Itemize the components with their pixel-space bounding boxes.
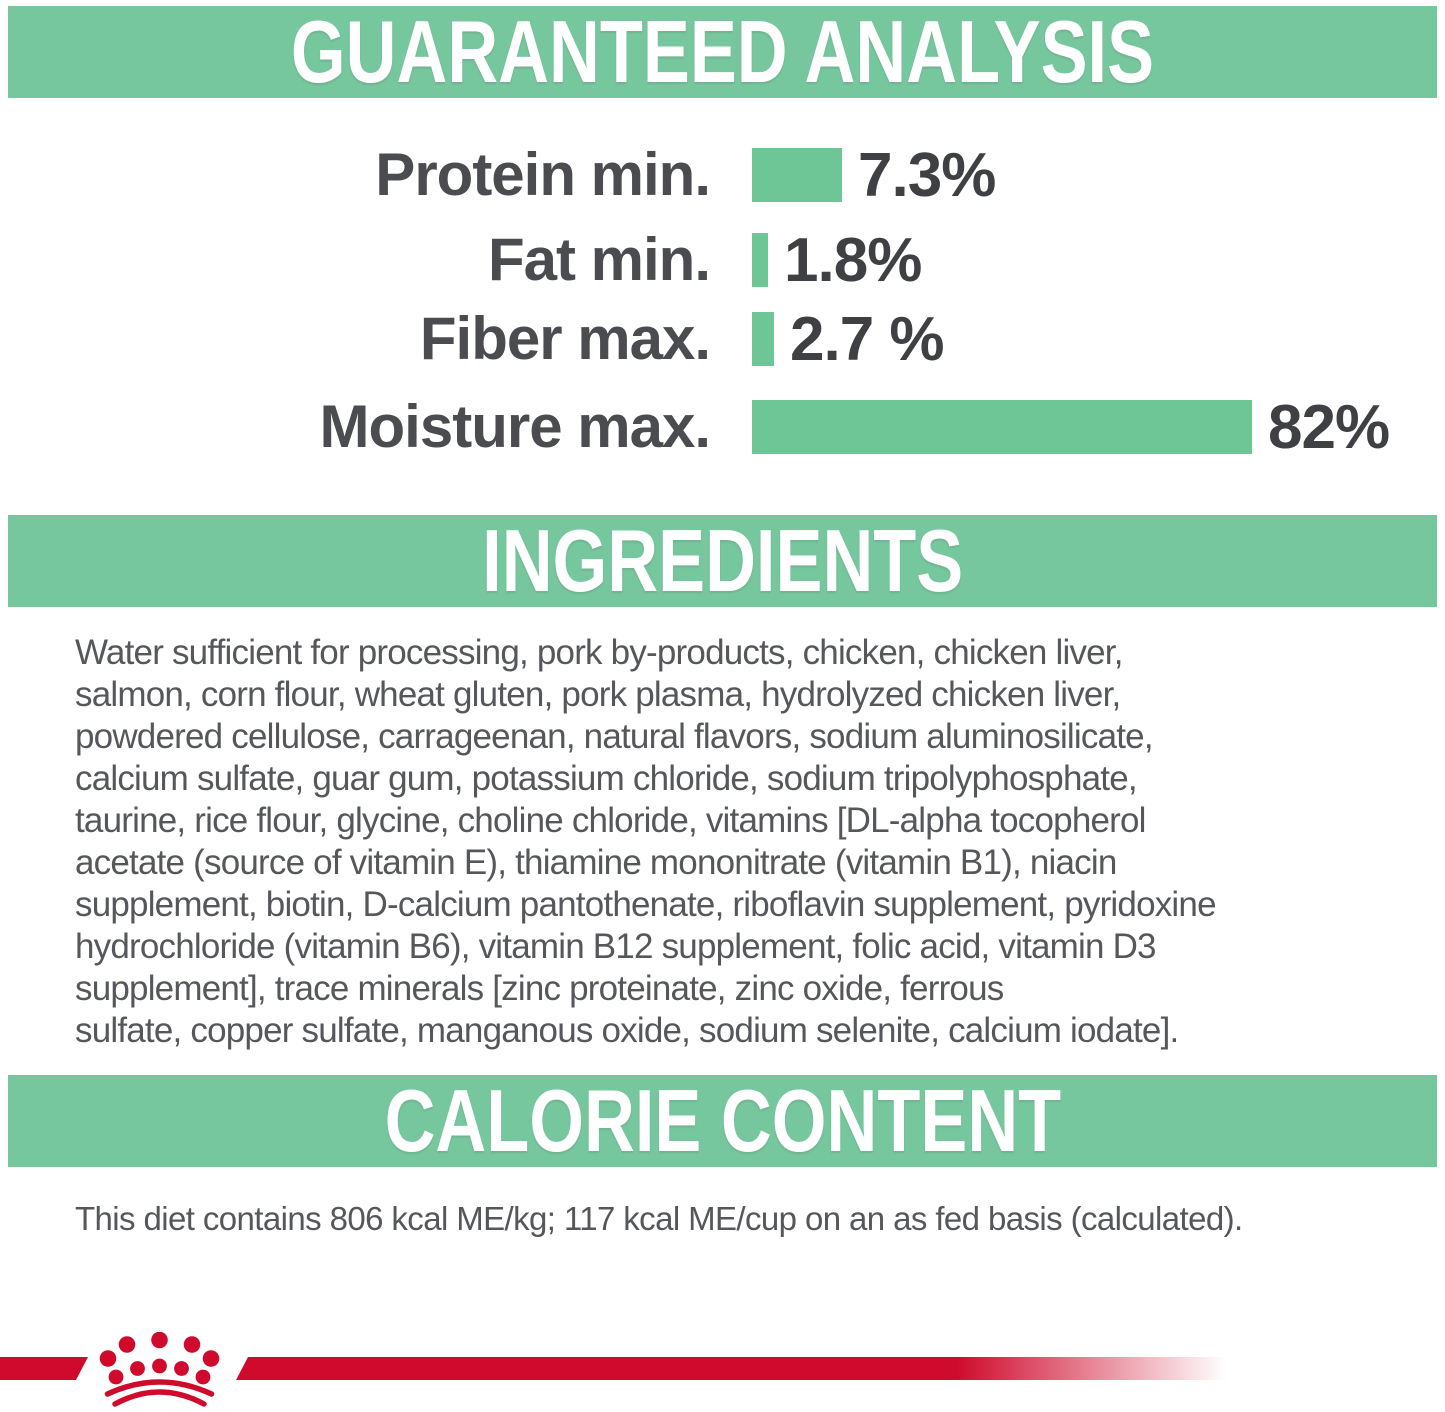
analysis-bar [752,312,774,366]
analysis-value: 2.7 % [790,304,945,374]
ingredients-line: salmon, corn flour, wheat gluten, pork p… [75,675,1121,714]
analysis-bar [752,400,1252,454]
analysis-bar [752,148,842,202]
analysis-bar-group: 1.8% [752,226,922,295]
analysis-bar-group: 82% [752,393,1390,462]
ingredients-line: sulfate, copper sulfate, manganous oxide… [75,1011,1179,1050]
calorie-content-title: CALORIE CONTENT [384,1071,1061,1170]
royal-canin-crown-logo [99,1332,220,1407]
analysis-row-fiber: Fiber max. 2.7 % [0,305,1445,374]
ingredients-title: INGREDIENTS [481,511,964,610]
ingredients-line: Water sufficient for processing, pork by… [75,633,1123,672]
ingredients-header: INGREDIENTS [8,511,1437,610]
analysis-row-moisture: Moisture max. 82% [0,393,1445,462]
calorie-content-header: CALORIE CONTENT [8,1071,1437,1170]
guaranteed-analysis-title: GUARANTEED ANALYSIS [290,2,1155,101]
ingredients-line: acetate (source of vitamin E), thiamine … [75,843,1117,882]
analysis-label: Fat min. [487,226,711,293]
analysis-label: Fiber max. [419,305,711,372]
brand-line-left [0,1357,88,1380]
analysis-bar-group: 7.3% [752,141,996,210]
analysis-label: Protein min. [375,141,711,208]
analysis-bar [752,233,768,287]
ingredients-line: supplement, biotin, D-calcium pantothena… [75,885,1217,924]
ingredients-line: hydrochloride (vitamin B6), vitamin B12 … [75,927,1157,966]
ingredients-line: taurine, rice flour, glycine, choline ch… [75,801,1146,840]
analysis-value: 1.8% [784,225,922,295]
brand-line-right [236,1357,1236,1380]
analysis-row-fat: Fat min. 1.8% [0,226,1445,295]
analysis-value: 82% [1268,392,1390,462]
ingredients-line: calcium sulfate, guar gum, potassium chl… [75,759,1138,798]
analysis-bar-group: 2.7 % [752,305,945,374]
calorie-content-text: This diet contains 806 kcal ME/kg; 117 k… [75,1200,1243,1237]
analysis-row-protein: Protein min. 7.3% [0,141,1445,210]
analysis-label: Moisture max. [319,393,711,460]
ingredients-line: powdered cellulose, carrageenan, natural… [75,717,1154,756]
analysis-value: 7.3% [858,140,996,210]
ingredients-line: supplement], trace minerals [zinc protei… [75,969,1004,1008]
guaranteed-analysis-header: GUARANTEED ANALYSIS [8,2,1437,101]
ingredients-text: Water sufficient for processing, pork by… [75,632,1405,1052]
